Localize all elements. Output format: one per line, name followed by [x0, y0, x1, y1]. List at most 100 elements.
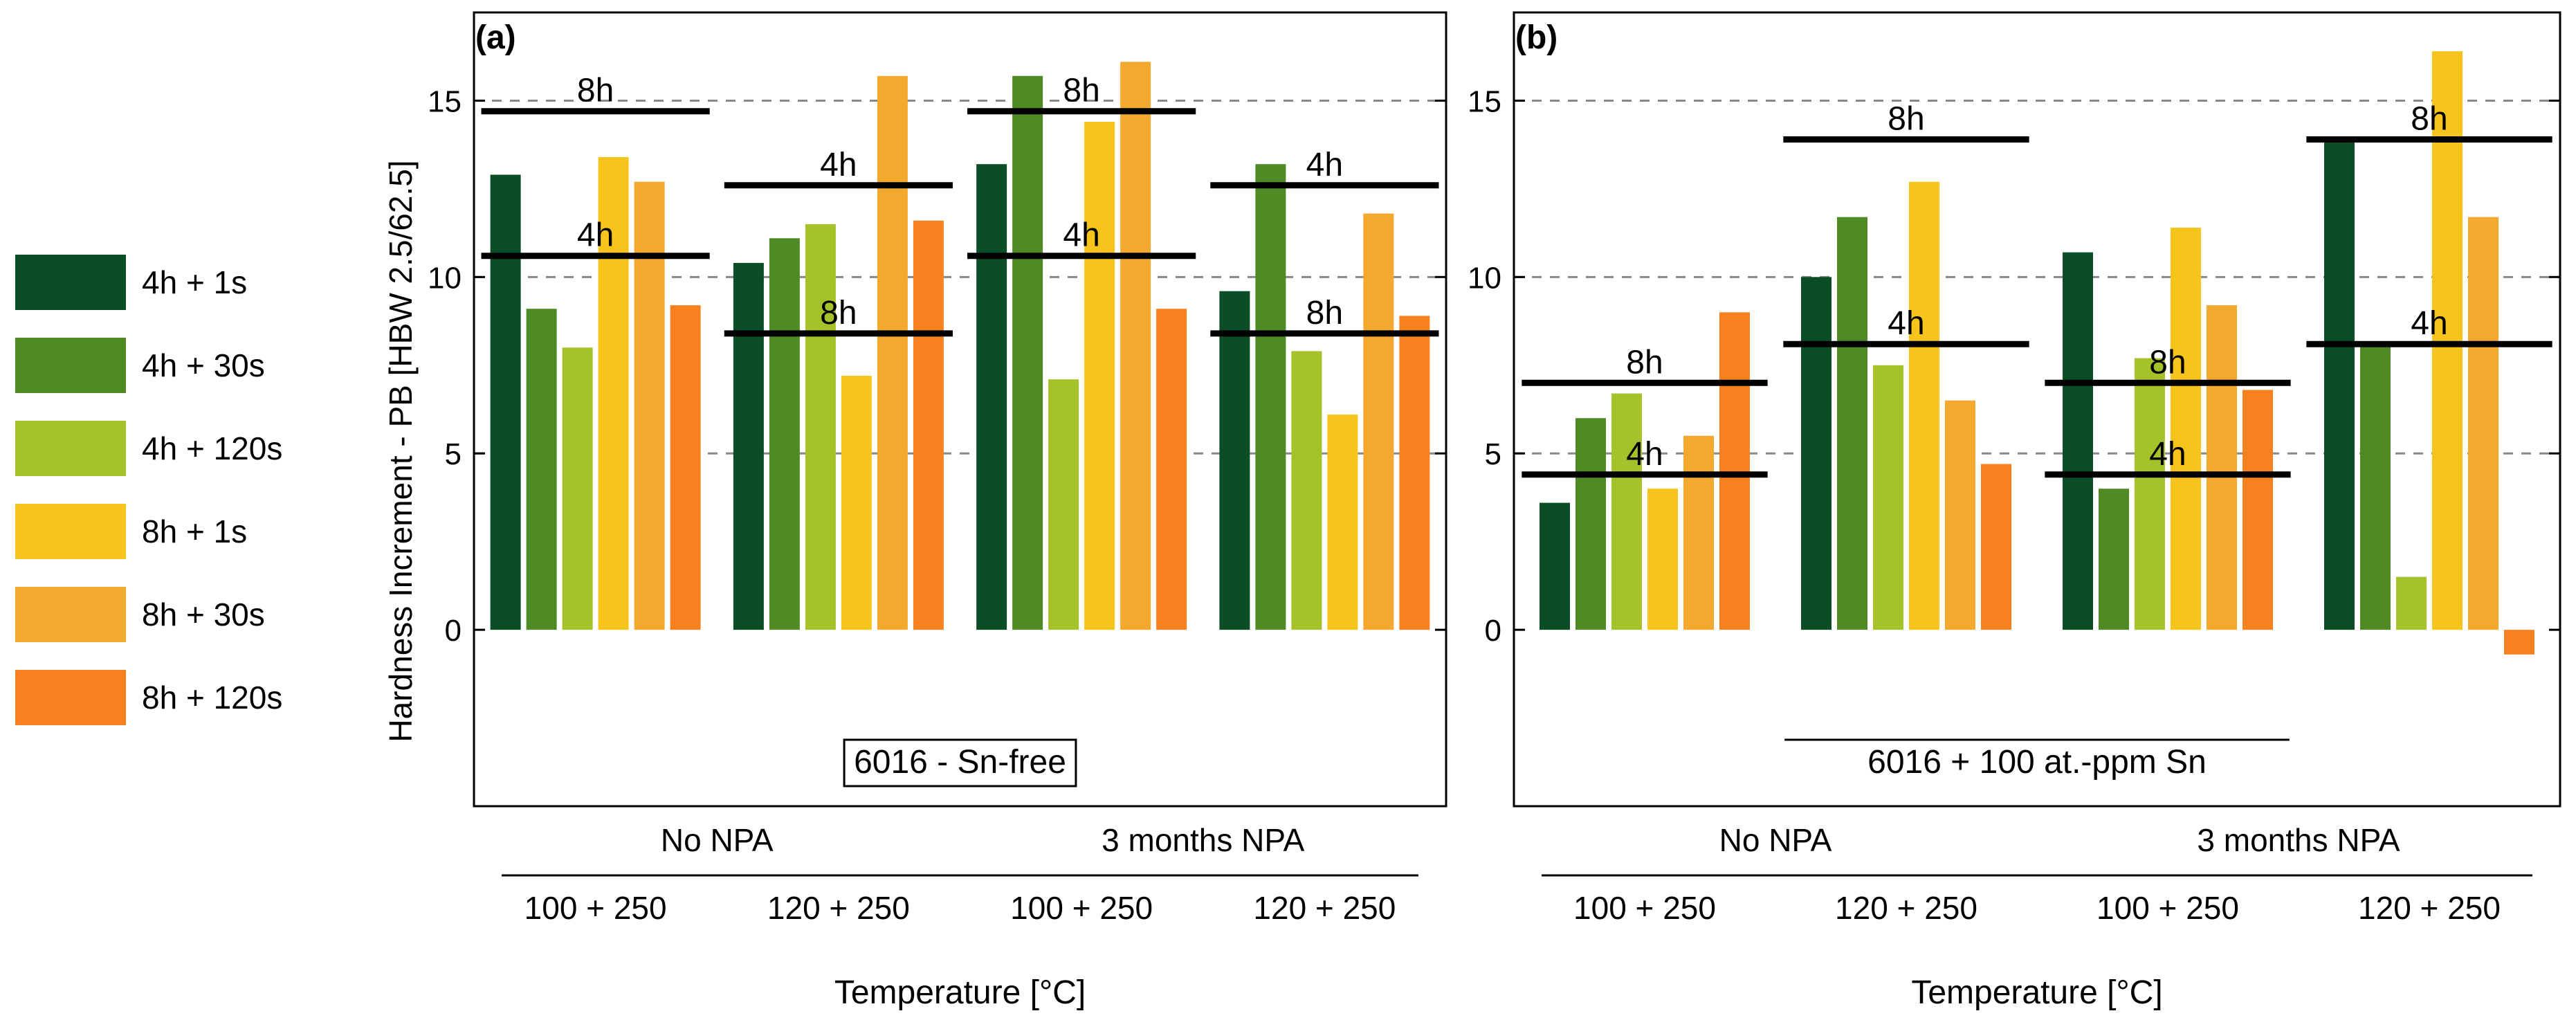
reference-label: 8h: [1306, 295, 1343, 331]
group-label: No NPA: [661, 822, 774, 858]
x-axis-label: Temperature [°C]: [834, 974, 1086, 1011]
x-tick-label: 100 + 250: [2097, 890, 2239, 926]
reference-label: 8h: [2149, 344, 2186, 381]
bar: [2360, 344, 2391, 630]
bar: [2504, 630, 2534, 655]
legend-swatch: [15, 504, 126, 559]
reference-label: 8h: [820, 295, 857, 331]
bar: [1012, 75, 1043, 630]
bar: [2099, 489, 2129, 630]
x-tick-label: 100 + 250: [524, 890, 667, 926]
bar: [733, 262, 764, 630]
reference-label: 8h: [1888, 101, 1924, 138]
bar: [2063, 252, 2093, 630]
legend-label: 4h + 1s: [142, 264, 247, 300]
legend-swatch: [15, 587, 126, 642]
bar: [562, 347, 593, 630]
y-axis-label: Hardness Increment - PB [HBW 2.5/62.5]: [383, 160, 419, 742]
plot-frame: [1513, 11, 2561, 808]
legend-label: 4h + 120s: [142, 430, 282, 466]
bar: [2468, 217, 2499, 630]
legend-label: 8h + 1s: [142, 513, 247, 549]
legend-label: 4h + 30s: [142, 347, 265, 383]
bar: [1647, 489, 1678, 630]
bar: [2324, 139, 2355, 630]
bar: [1611, 393, 1642, 630]
legend-swatch: [15, 338, 126, 393]
bar: [1801, 277, 1831, 630]
bar: [1291, 351, 1322, 630]
bar: [769, 238, 800, 630]
bar: [805, 224, 836, 630]
y-tick-label: 15: [428, 84, 462, 118]
reference-label: 4h: [1063, 217, 1099, 254]
plot-frame: [473, 11, 1447, 808]
reference-label: 8h: [577, 73, 614, 109]
x-tick-label: 100 + 250: [1010, 890, 1153, 926]
bar: [1909, 181, 1939, 630]
bar: [1873, 365, 1903, 630]
y-tick-label: 15: [1468, 84, 1501, 118]
panel-title: 6016 - Sn-free: [854, 744, 1066, 781]
bar: [1945, 400, 1975, 630]
bar: [1837, 217, 1867, 630]
x-tick-label: 120 + 250: [2358, 890, 2501, 926]
bar: [2396, 576, 2427, 630]
bar: [1327, 415, 1358, 630]
panel-title-box: [843, 738, 1077, 787]
bar: [2242, 390, 2273, 630]
legend: 4h + 1s 4h + 30s 4h + 120s 8h + 1s 8h + 30s 8…: [15, 255, 282, 725]
bar: [1540, 502, 1570, 630]
bar: [598, 157, 629, 630]
bar: [1575, 418, 1606, 630]
reference-label: 4h: [1306, 147, 1343, 183]
bar: [1120, 62, 1151, 630]
group-label: 3 months NPA: [2197, 822, 2400, 858]
reference-label: 4h: [577, 217, 614, 254]
bar: [976, 164, 1007, 630]
group-label: 3 months NPA: [1102, 822, 1304, 858]
reference-label: 4h: [2411, 305, 2447, 342]
bar: [1084, 122, 1115, 630]
reference-label: 8h: [1063, 73, 1099, 109]
bar: [1719, 312, 1750, 630]
y-tick-label: 10: [1468, 261, 1501, 295]
y-tick-label: 5: [1485, 437, 1501, 471]
x-tick-label: 120 + 250: [767, 890, 910, 926]
x-axis-label: Temperature [°C]: [1911, 974, 2162, 1011]
panel-label: (a): [475, 19, 516, 56]
reference-label: 4h: [820, 147, 857, 183]
bar: [2432, 51, 2463, 630]
legend-swatch: [15, 421, 126, 476]
bar: [2135, 358, 2165, 630]
x-tick-label: 100 + 250: [1573, 890, 1716, 926]
bar: [526, 309, 557, 630]
group-label: No NPA: [1719, 822, 1832, 858]
y-tick-label: 0: [445, 614, 462, 648]
bar: [841, 376, 872, 630]
legend-label: 8h + 120s: [142, 680, 282, 716]
bar: [913, 220, 944, 630]
reference-label: 8h: [1626, 344, 1663, 381]
panel-label: (b): [1515, 19, 1558, 56]
y-tick-label: 5: [445, 437, 462, 471]
y-tick-label: 10: [428, 261, 462, 295]
y-tick-label: 0: [1485, 614, 1501, 648]
bar: [877, 75, 908, 630]
bar: [1048, 379, 1079, 630]
reference-label: 4h: [1888, 305, 1924, 342]
legend-swatch: [15, 670, 126, 725]
reference-label: 8h: [2411, 101, 2447, 138]
panel-b: 8h 4h 8h 4h 8h 4h 8h 4h 0 5 10 15 (b) 6016 + 100 at.-…: [1468, 11, 2561, 1011]
panel-title: 6016 + 100 at.-ppm Sn: [1867, 744, 2207, 781]
bar: [1156, 309, 1187, 630]
bar: [634, 181, 665, 630]
reference-label: 4h: [1626, 436, 1663, 473]
x-tick-label: 120 + 250: [1253, 890, 1396, 926]
panel-a: 8h 4h 4h 8h 8h 4h 4h 8h 0 5 10 15 (a) 6016 - Sn-free N…: [428, 11, 1447, 1011]
bar: [1363, 213, 1394, 630]
bar: [1255, 164, 1286, 630]
reference-label: 4h: [2149, 436, 2186, 473]
legend-swatch: [15, 255, 126, 310]
